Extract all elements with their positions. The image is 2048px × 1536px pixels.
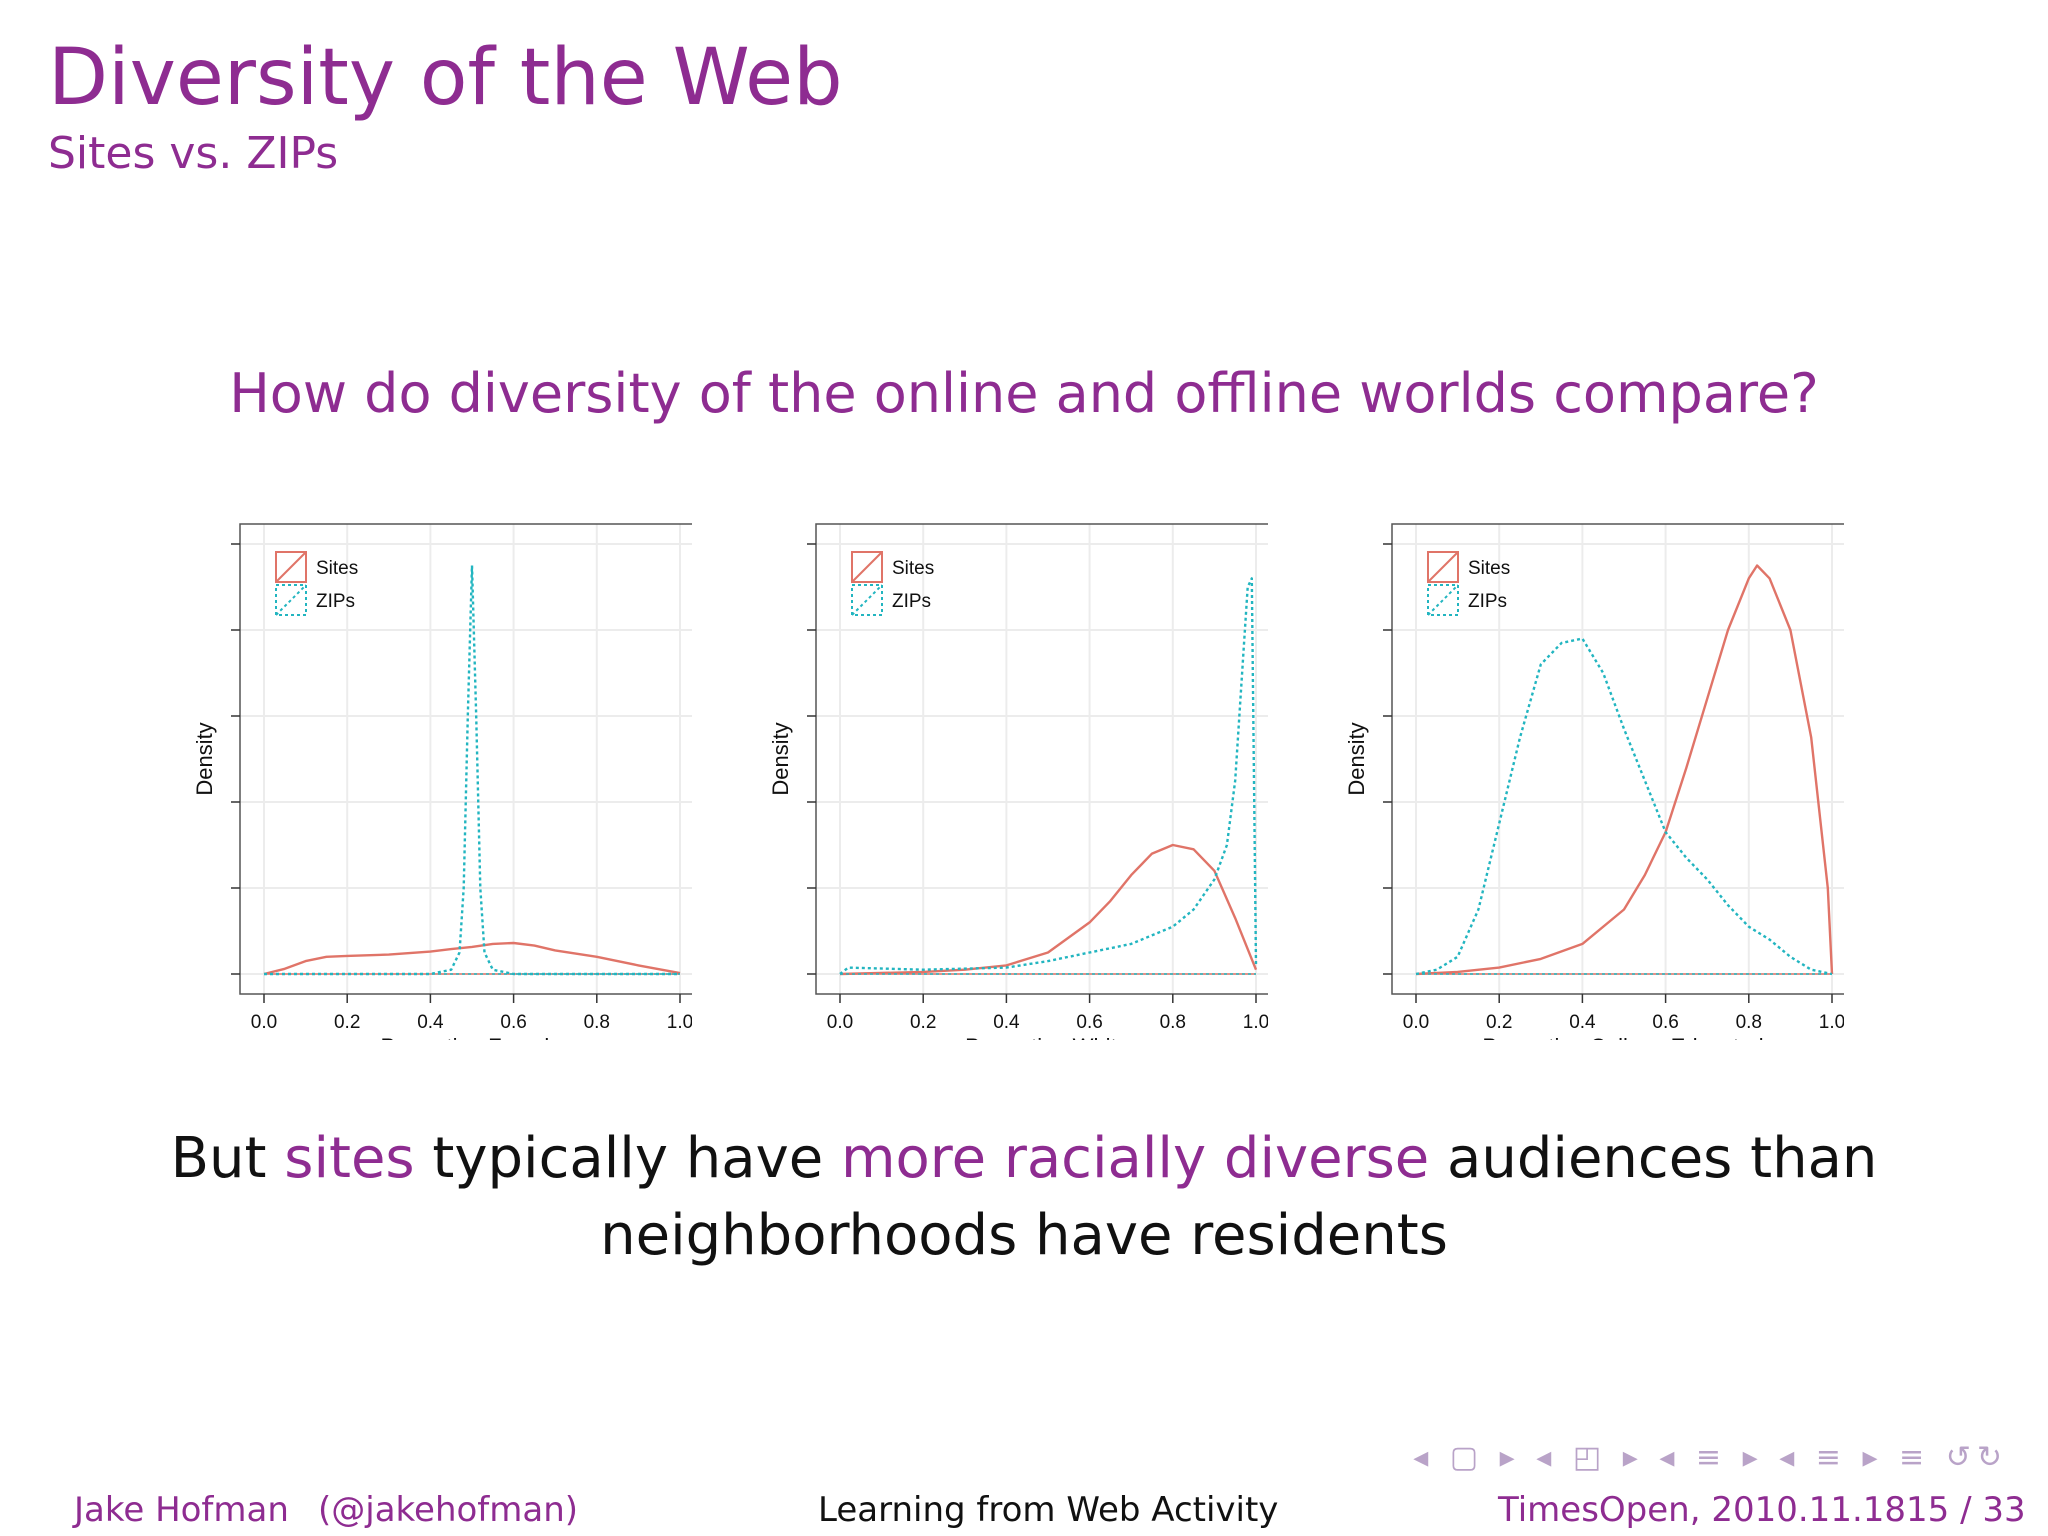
chart-panel-female: 0.0 0.2 0.4 0.6 0.8 1.0 Proportion Female Densi… [172,500,692,1040]
legend-key-line [851,584,883,616]
footer-talk-title: Learning from Web Activity [818,1490,1279,1530]
y-axis-label: Density [192,722,217,795]
chart-panel-college: 0.0 0.2 0.4 0.6 0.8 1.0 Proportion College Edu… [1324,500,1844,1040]
footer-page-number: 15 / 33 [1906,1490,2026,1530]
conclusion-highlight-diverse: more racially diverse [840,1126,1430,1191]
legend-key-zips [851,584,883,616]
conclusion-highlight-sites: sites [284,1126,415,1191]
legend-key-line [851,551,883,583]
x-tick-label: 0.6 [1076,1012,1102,1033]
x-tick-label: 0.8 [584,1012,610,1033]
x-tick-label: 0.0 [827,1012,853,1033]
density-figure: 0.0 0.2 0.4 0.6 0.8 1.0 Proportion Female Densi… [172,500,1872,1060]
conclusion-line-2: neighborhoods have residents [600,1203,1448,1269]
footer-author: Jake Hofman [74,1490,289,1530]
plot-frame [1391,523,1844,995]
density-chart-female: 0.0 0.2 0.4 0.6 0.8 1.0 Proportion Female Densi… [192,523,692,1040]
x-tick-label: 0.2 [334,1012,360,1033]
legend-label-sites: Sites [316,558,358,579]
footer-handle: (@jakehofman) [318,1490,579,1530]
legend-key-sites [1427,551,1459,583]
legend-key-zips [1427,584,1459,616]
legend-key-sites [851,551,883,583]
x-tick-label: 0.4 [993,1012,1020,1033]
legend-key-line [1427,584,1459,616]
footer-event: TimesOpen, 2010.11.18 [1498,1490,1907,1530]
series-line-zips [839,577,1258,975]
legend-key-line [275,584,307,616]
x-tick-label: 0.2 [1486,1012,1512,1033]
chart-panel-white: 0.0 0.2 0.4 0.6 0.8 1.0 Proportion White Densit… [748,500,1268,1040]
x-tick-label: 0.6 [1652,1012,1678,1033]
legend-label-zips: ZIPs [316,591,355,612]
legend-label-sites: Sites [1468,558,1510,579]
x-tick-label: 0.2 [910,1012,936,1033]
legend-key-line [1427,551,1459,583]
slide-footer: Jake Hofman (@jakehofman) Learning from … [0,1490,2048,1536]
slide-subtitle: Sites vs. ZIPs [48,128,339,179]
x-axis-label: Proportion College Educated [1482,1034,1763,1040]
x-tick-label: 1.0 [1819,1012,1844,1033]
x-tick-label: 0.4 [1569,1012,1596,1033]
density-chart-white: 0.0 0.2 0.4 0.6 0.8 1.0 Proportion White Densit… [768,523,1268,1040]
y-axis-label: Density [768,722,793,795]
slide-title: Diversity of the Web [48,33,843,123]
x-tick-label: 0.6 [500,1012,526,1033]
x-axis-label: Proportion Female [381,1034,562,1040]
series-line-sites [1415,564,1834,976]
question-text: How do diversity of the online and offli… [229,362,1819,425]
x-tick-label: 1.0 [1243,1012,1268,1033]
x-tick-label: 0.4 [417,1012,444,1033]
x-tick-label: 0.8 [1160,1012,1186,1033]
conclusion-text: But sites typically have more racially d… [0,1120,2048,1275]
legend-key-line [275,551,307,583]
legend-label-sites: Sites [892,558,934,579]
x-tick-label: 0.0 [251,1012,277,1033]
legend-key-sites [275,551,307,583]
legend-label-zips: ZIPs [1468,591,1507,612]
x-axis-label: Proportion White [965,1034,1129,1040]
series-line-zips [1415,637,1833,976]
plot-frame [239,523,692,995]
conclusion-part: But [170,1126,285,1191]
x-tick-label: 0.0 [1403,1012,1429,1033]
conclusion-part: typically have [414,1126,841,1191]
plot-frame [815,523,1268,995]
density-chart-college: 0.0 0.2 0.4 0.6 0.8 1.0 Proportion College Edu… [1344,523,1844,1040]
y-axis-label: Density [1344,722,1369,795]
series-line-sites [263,941,681,976]
beamer-navigation-icons[interactable]: ◂ ▢ ▸ ◂ ◰ ▸ ◂ ≡ ▸ ◂ ≡ ▸ ≡ ↺↻ [1413,1440,2008,1475]
legend-key-zips [275,584,307,616]
series-line-zips [264,564,680,976]
x-tick-label: 1.0 [667,1012,692,1033]
x-tick-label: 0.8 [1736,1012,1762,1033]
conclusion-part: audiences than [1429,1126,1878,1191]
legend-label-zips: ZIPs [892,591,931,612]
